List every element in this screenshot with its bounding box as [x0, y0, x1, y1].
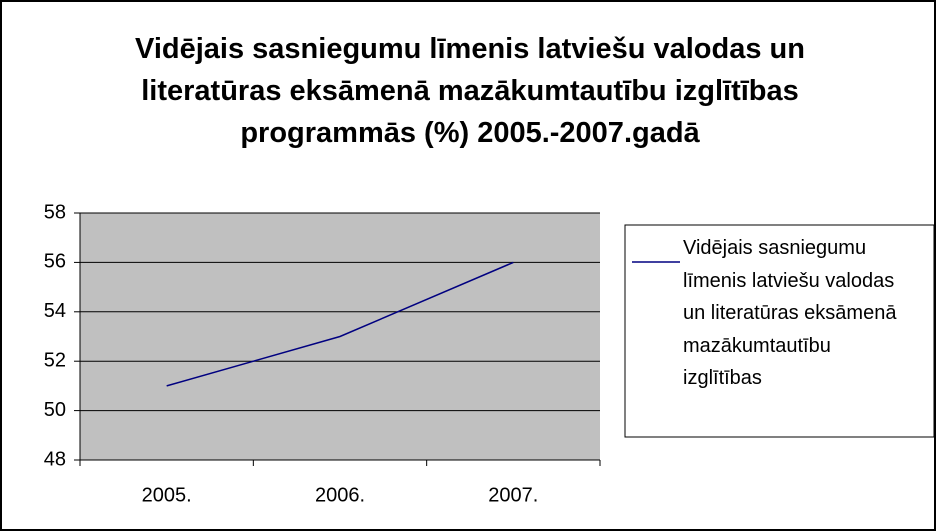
y-tick-label: 54 — [44, 300, 66, 322]
x-tick-label: 2007. — [488, 484, 538, 506]
legend-box — [624, 224, 935, 438]
y-tick-label: 52 — [44, 349, 66, 371]
series-line — [166, 261, 514, 387]
legend-label: Vidējais sasniegumu līmenis latviešu val… — [683, 237, 897, 389]
y-tick-label: 56 — [44, 251, 66, 273]
y-tick-label: 50 — [44, 399, 66, 421]
chart-title: Vidējais sasniegumu līmenis latviešu val… — [135, 33, 805, 149]
x-tick-label: 2005. — [142, 484, 192, 506]
y-tick-label: 48 — [44, 448, 66, 470]
y-tick-label: 58 — [44, 201, 66, 223]
x-tick-label: 2006. — [315, 484, 365, 506]
